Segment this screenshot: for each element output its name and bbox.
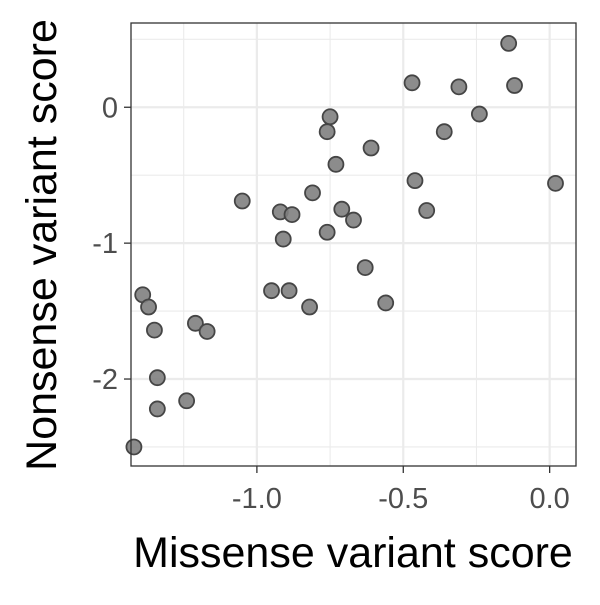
x-axis-tick-labels: -1.0 -0.5 0.0 (232, 483, 570, 515)
data-point (283, 206, 301, 224)
data-point (178, 392, 196, 410)
major-gridlines (131, 23, 576, 466)
data-point (500, 34, 518, 52)
data-point (403, 74, 421, 92)
data-point (418, 202, 436, 219)
y-tick-label: -2 (92, 364, 118, 396)
data-point (470, 105, 488, 123)
data-point (280, 282, 298, 300)
y-axis-title: Nonsense variant score (18, 19, 66, 471)
y-axis-ticks (124, 106, 131, 380)
data-point (140, 298, 157, 316)
x-tick-label: -0.5 (378, 483, 428, 515)
y-tick-label: 0 (102, 92, 118, 124)
data-point (547, 174, 564, 192)
data-point (198, 323, 216, 340)
data-point (187, 314, 204, 332)
panel-border (130, 22, 577, 467)
data-point (146, 321, 163, 339)
x-axis-ticks (256, 466, 551, 473)
data-point (345, 211, 362, 229)
data-point (148, 400, 166, 418)
data-point (435, 123, 453, 141)
data-point (304, 184, 321, 202)
data-point (356, 259, 374, 277)
plot-panel (131, 23, 576, 466)
data-points (125, 34, 564, 456)
data-point (333, 200, 351, 218)
data-point (263, 282, 280, 300)
x-axis-title: Missense variant score (133, 529, 573, 577)
data-point (125, 438, 143, 456)
data-point (318, 223, 336, 241)
data-point (321, 108, 339, 126)
x-tick-label: 0.0 (529, 483, 569, 515)
data-point (362, 139, 380, 157)
data-point (377, 294, 395, 312)
data-point (301, 298, 318, 316)
data-point (506, 77, 523, 94)
y-tick-label: -1 (92, 228, 118, 260)
data-point (318, 123, 336, 141)
data-point (274, 230, 292, 248)
data-point (327, 155, 345, 173)
x-tick-label: -1.0 (232, 483, 282, 515)
data-point (148, 369, 166, 387)
y-axis-tick-labels: 0 -1 -2 (92, 92, 118, 396)
data-point (406, 172, 424, 190)
data-point (450, 78, 468, 96)
data-point (233, 192, 251, 210)
